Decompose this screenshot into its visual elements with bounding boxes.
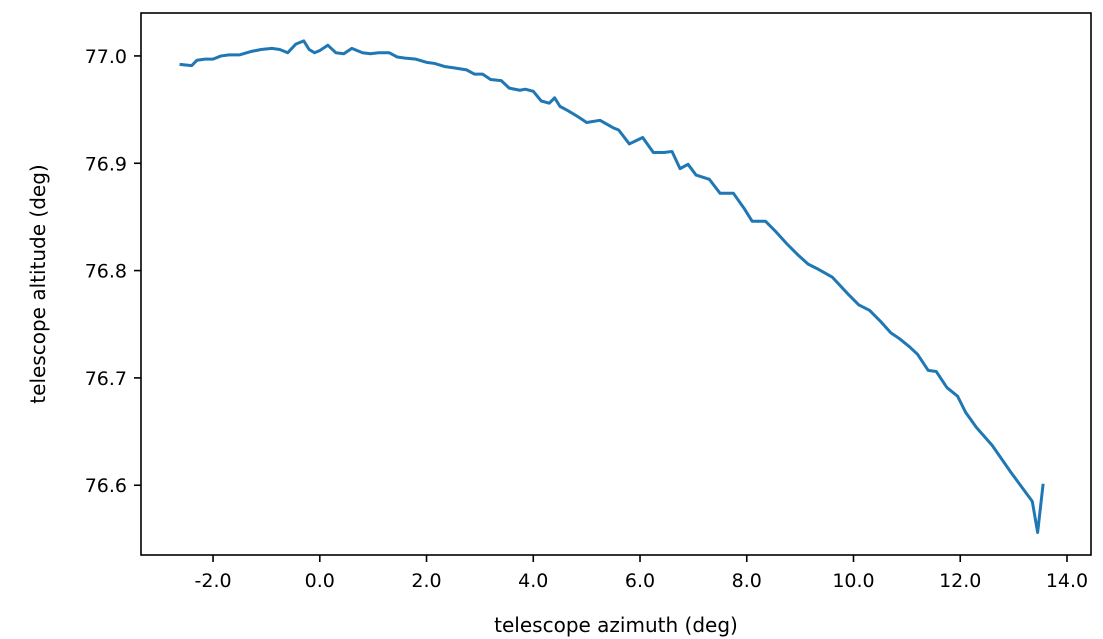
plot-background [141, 13, 1091, 555]
y-tick-label: 76.9 [85, 153, 127, 175]
y-tick-label: 76.7 [85, 368, 127, 390]
x-axis-ticks: -2.0 0.0 2.0 4.0 6.0 8.0 10.0 12.0 14.0 [195, 555, 1088, 592]
y-tick-label: 76.8 [85, 261, 127, 283]
y-axis-label: telescope altitude (deg) [26, 164, 50, 403]
x-tick-label: 2.0 [411, 570, 441, 592]
series-layer [179, 39, 1045, 534]
x-tick-label: 6.0 [625, 570, 655, 592]
x-axis-label: telescope azimuth (deg) [494, 613, 738, 637]
y-axis-ticks: 76.6 76.7 76.8 76.9 77.0 [85, 46, 141, 497]
x-tick-label: 12.0 [939, 570, 981, 592]
x-tick-label: 14.0 [1046, 570, 1088, 592]
x-tick-label: -2.0 [195, 570, 232, 592]
x-tick-label: 0.0 [305, 570, 335, 592]
series-line-0 [179, 39, 1045, 534]
plot-frame [140, 12, 1092, 556]
x-tick-label: 4.0 [518, 570, 548, 592]
y-tick-label: 76.6 [85, 475, 127, 497]
x-tick-label: 8.0 [732, 570, 762, 592]
y-tick-label: 77.0 [85, 46, 127, 68]
x-tick-label: 10.0 [832, 570, 874, 592]
